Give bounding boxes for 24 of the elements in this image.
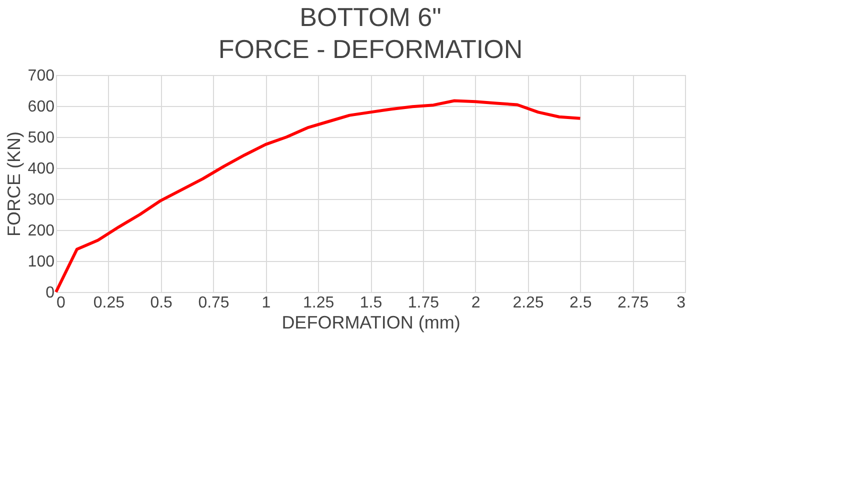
x-tick-label: 1.25 (303, 294, 334, 312)
x-tick-label: 2.25 (512, 294, 544, 312)
line-series (54, 99, 582, 294)
x-tick-label: 1.75 (408, 294, 440, 312)
x-tick-label: 0.75 (198, 294, 230, 312)
x-axis-title: DEFORMATION (mm) (282, 312, 460, 332)
x-tick-label: 0 (56, 294, 66, 312)
y-tick-label: 500 (28, 130, 55, 146)
x-tick-label: 2 (471, 294, 480, 312)
x-tick-label: 2.75 (618, 294, 649, 312)
x-tick-label: 3 (676, 294, 686, 312)
y-tick-label: 700 (28, 68, 55, 84)
x-tick-label: 2.5 (570, 294, 592, 312)
y-tick-label: 600 (28, 98, 55, 116)
chart-title: BOTTOM 6" FORCE - DEFORMATION (218, 2, 523, 64)
x-tick-label: 1.5 (360, 294, 382, 312)
y-axis-title: FORCE (KN) (4, 132, 24, 236)
y-tick-label: 200 (28, 222, 55, 240)
y-tick-label: 400 (28, 160, 55, 178)
y-tick-label: 100 (28, 254, 55, 270)
x-tick-label: 0.5 (150, 294, 173, 312)
x-tick-label: 1 (262, 294, 271, 312)
y-tick-label: 300 (28, 192, 55, 208)
x-tick-label: 0.25 (93, 294, 125, 312)
